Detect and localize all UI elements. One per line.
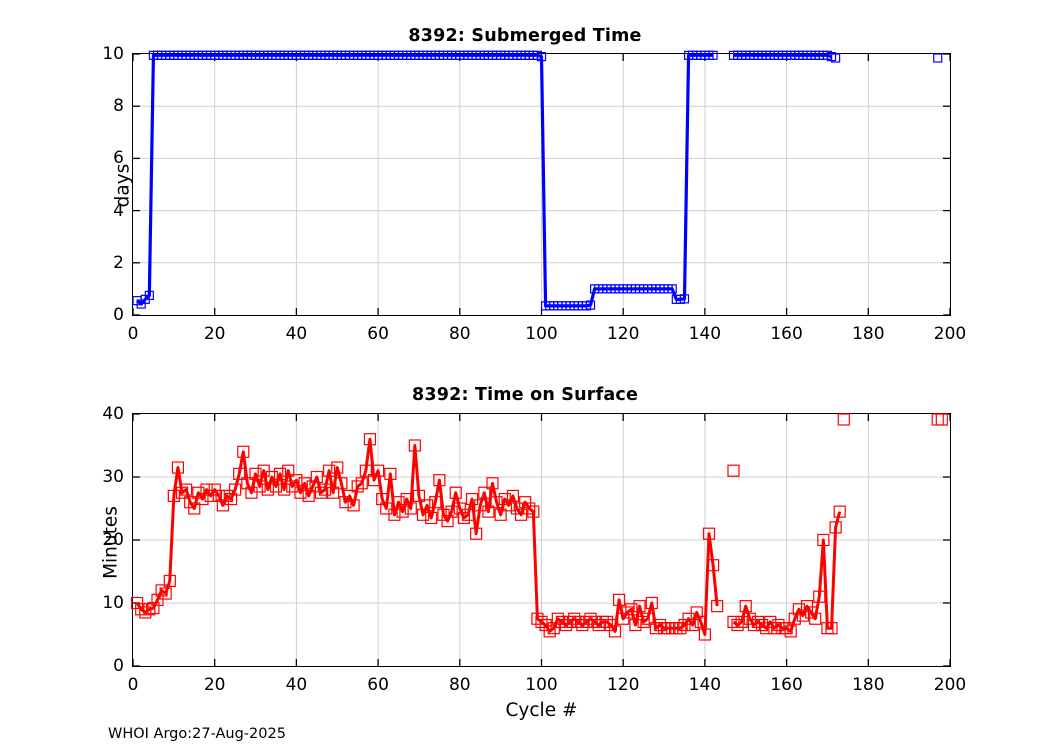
x-tick-label: 80 xyxy=(448,675,471,695)
y-axis-label-days: days xyxy=(112,163,134,208)
chart-title-submerged-time: 8392: Submerged Time xyxy=(408,26,642,46)
x-tick-label: 100 xyxy=(525,675,558,695)
x-tick-label: 60 xyxy=(367,324,389,344)
x-tick-label: 20 xyxy=(203,675,226,695)
x-tick-label: 40 xyxy=(285,675,308,695)
y-tick-label: 6 xyxy=(113,148,124,169)
x-tick-label: 20 xyxy=(203,324,226,344)
x-tick-label: 0 xyxy=(127,324,139,344)
y-tick-label: 30 xyxy=(102,467,124,487)
x-tick-label: 0 xyxy=(127,675,139,695)
x-tick-label: 180 xyxy=(852,324,885,344)
x-tick-label: 200 xyxy=(933,675,967,695)
y-tick-label: 8 xyxy=(113,96,124,117)
y-tick-label: 0 xyxy=(113,305,124,325)
y-tick-label: 40 xyxy=(102,404,124,424)
y-tick-label: 0 xyxy=(113,656,124,676)
x-axis-label-cycle: Cycle # xyxy=(505,700,578,721)
x-tick-label: 80 xyxy=(448,324,471,344)
x-tick-label: 180 xyxy=(852,675,885,695)
y-tick-label: 10 xyxy=(102,593,124,613)
x-tick-label: 140 xyxy=(688,675,722,695)
axes-submerged-time: days 0 20 40 60 80 100 120 140 160 180 200 0 2 4 6 8 10 xyxy=(102,44,966,344)
y-tick-label: 20 xyxy=(102,530,124,550)
x-tick-label: 100 xyxy=(525,324,558,344)
footer-note: WHOI Argo:27-Aug-2025 xyxy=(108,726,286,742)
x-tick-label: 40 xyxy=(285,324,308,344)
x-tick-label: 120 xyxy=(606,324,640,344)
x-tick-label: 120 xyxy=(606,675,640,695)
x-tick-label: 60 xyxy=(367,675,389,695)
chart-title-time-on-surface: 8392: Time on Surface xyxy=(411,385,639,405)
data-series-time-on-surface xyxy=(130,413,948,641)
x-tick-label: 160 xyxy=(770,675,803,695)
axes-time-on-surface: Minutes Cycle # 0 20 40 60 80 100 120 140 160 180… xyxy=(101,404,967,721)
x-tick-label: 140 xyxy=(688,324,722,344)
y-tick-label: 2 xyxy=(113,252,124,273)
x-tick-label: 200 xyxy=(933,324,967,344)
data-series-submerged-time xyxy=(132,50,943,311)
y-tick-label: 4 xyxy=(113,200,124,221)
x-tick-label: 160 xyxy=(770,324,803,344)
y-tick-label: 10 xyxy=(102,44,124,64)
